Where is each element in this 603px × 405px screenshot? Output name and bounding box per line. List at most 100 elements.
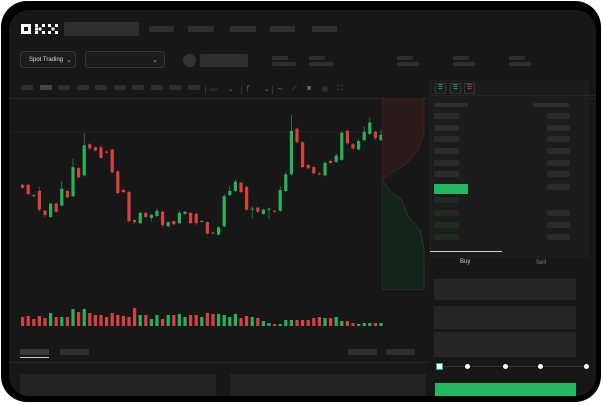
candle — [82, 145, 86, 176]
volume-bar — [88, 313, 92, 326]
volume-bar — [306, 320, 310, 326]
book-bids-icon[interactable]: ☰ — [450, 83, 461, 94]
ask-amount — [547, 136, 570, 142]
stat-label — [272, 56, 288, 60]
candlestick-chart[interactable] — [9, 10, 596, 396]
interval-button[interactable] — [40, 85, 52, 90]
volume-bar — [155, 315, 159, 326]
divider — [429, 95, 596, 96]
nav-item[interactable] — [270, 26, 295, 32]
nav-item[interactable] — [188, 26, 214, 32]
volume-bar — [256, 318, 260, 326]
slider-mark-50[interactable] — [503, 364, 508, 369]
stat-value — [397, 62, 419, 66]
candle — [121, 189, 125, 193]
filter-button[interactable] — [386, 349, 415, 355]
candle — [301, 142, 305, 168]
candle — [261, 209, 265, 214]
interval-button[interactable] — [114, 85, 126, 90]
buy-button[interactable] — [435, 383, 576, 396]
slider-mark-75[interactable] — [538, 364, 543, 369]
interval-button[interactable] — [151, 85, 163, 90]
candle — [250, 208, 254, 210]
ask-price — [434, 113, 459, 119]
amount-slider-track[interactable] — [438, 366, 588, 367]
candle — [284, 174, 288, 191]
amount-slider-handle[interactable] — [436, 363, 443, 370]
pair-price — [200, 54, 248, 67]
nav-item[interactable] — [230, 26, 256, 32]
indicator-icon[interactable]: ƒ — [246, 85, 250, 92]
volume-bar — [317, 317, 321, 326]
chevron-down-icon[interactable]: ⌄ — [264, 86, 270, 93]
candle — [217, 227, 221, 235]
candle — [194, 213, 198, 224]
depth-bids-area — [382, 179, 425, 290]
volume-bar — [32, 319, 36, 326]
interval-button[interactable] — [188, 85, 200, 90]
slider-mark-100[interactable] — [584, 364, 589, 369]
tab-order-history[interactable] — [60, 349, 89, 355]
candle — [138, 212, 142, 224]
candle — [323, 162, 327, 176]
volume-bar — [345, 321, 349, 326]
chart-type-icon[interactable]: 〰 — [210, 87, 217, 94]
slider-mark-25[interactable] — [465, 364, 470, 369]
candle — [351, 144, 355, 149]
interval-button[interactable] — [132, 85, 144, 90]
market-selector-label: Spot Trading — [29, 56, 64, 63]
interval-button[interactable] — [77, 85, 89, 90]
volume-bar — [211, 314, 215, 326]
candle — [177, 212, 181, 224]
volume-bar — [329, 318, 333, 326]
camera-icon[interactable]: ◙ — [307, 85, 312, 92]
book-both-icon[interactable]: ☰ — [435, 83, 446, 94]
price-input[interactable] — [434, 279, 576, 300]
interval-button[interactable] — [169, 85, 181, 90]
tab-open-orders[interactable] — [20, 349, 49, 355]
stat-label — [397, 56, 413, 60]
header-search[interactable] — [64, 22, 139, 36]
line-tool-icon[interactable]: ∼ — [277, 86, 283, 93]
interval-button[interactable] — [58, 85, 70, 90]
volume-bar — [217, 314, 221, 326]
volume-bar — [239, 318, 243, 326]
volume-bar — [373, 323, 377, 326]
candle — [93, 147, 97, 151]
stat-value — [272, 62, 296, 66]
volume-bar — [26, 316, 30, 326]
stat-label — [509, 56, 525, 60]
volume-bar — [166, 315, 170, 326]
market-selector[interactable]: Spot Trading ⌄ — [20, 51, 76, 68]
volume-bar — [245, 316, 249, 326]
candle — [228, 191, 232, 196]
interval-button[interactable] — [95, 85, 107, 90]
volume-bar — [200, 317, 204, 326]
chevron-down-icon: ⌄ — [66, 56, 72, 64]
depth-chart — [382, 98, 425, 290]
fullscreen-icon[interactable]: ⛶ — [338, 85, 343, 92]
bid-amount — [547, 210, 570, 216]
nav-item[interactable] — [312, 26, 337, 32]
tab-buy[interactable]: Buy — [460, 259, 471, 265]
amount-input[interactable] — [434, 306, 576, 329]
candle — [368, 122, 372, 134]
book-asks-icon[interactable]: ☰ — [464, 83, 475, 94]
stat-value — [509, 62, 531, 66]
tab-sell[interactable]: Sell — [536, 260, 547, 266]
ask-amount — [547, 160, 570, 166]
chevron-down-icon[interactable]: ⌄ — [228, 86, 234, 93]
volume-bar — [138, 315, 142, 326]
volume-bar — [149, 319, 153, 326]
filter-button[interactable] — [348, 349, 377, 355]
ruler-icon[interactable]: ⟋ — [292, 85, 297, 92]
total-input[interactable] — [434, 332, 576, 357]
interval-button[interactable] — [21, 85, 33, 90]
volume-bar — [127, 317, 131, 326]
candle — [289, 130, 293, 175]
nav-item[interactable] — [149, 26, 174, 32]
pair-selector[interactable]: ⌄ — [85, 51, 165, 68]
book-header-amount — [533, 103, 569, 107]
volume-bar — [65, 317, 69, 326]
settings-icon[interactable]: ◎ — [322, 86, 329, 93]
